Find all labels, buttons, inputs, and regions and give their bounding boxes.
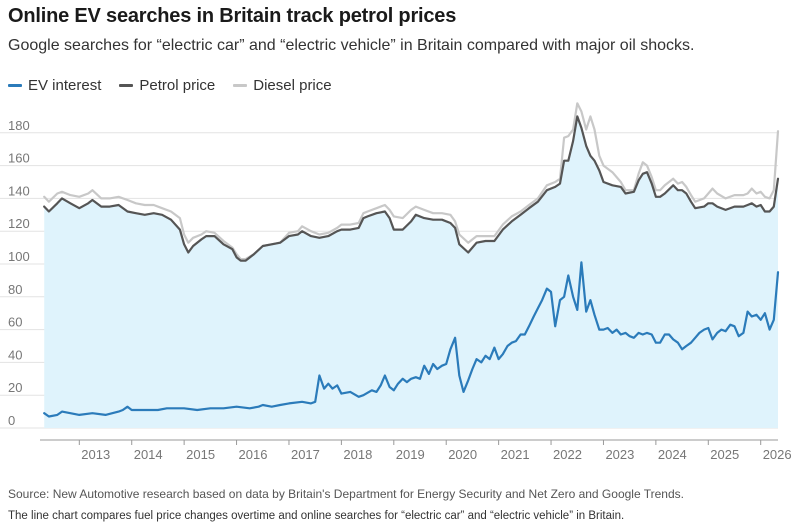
x-tick-label-2023: 2023: [605, 447, 634, 462]
x-tick-label-2013: 2013: [81, 447, 110, 462]
legend-label-petrol-price: Petrol price: [139, 77, 216, 94]
y-tick-label-120: 120: [8, 216, 30, 231]
x-tick-label-2026: 2026: [763, 447, 792, 462]
petrol-area-fill: [44, 116, 778, 429]
petrol-price-line: [43, 115, 780, 262]
legend-swatch-petrol-price: [119, 84, 134, 87]
axes: 0 20 40 60 80 100 120 140 160 180 2013 2014 2015 2016…: [8, 118, 792, 462]
series-lines: [43, 102, 780, 418]
line-chart: 0 20 40 60 80 100 120 140 160 180 2013 2014 2015 2016…: [0, 102, 792, 462]
ev-interest-line: [43, 261, 780, 418]
x-tick-label-2021: 2021: [501, 447, 530, 462]
y-tick-label-60: 60: [8, 315, 22, 330]
x-tick-label-2016: 2016: [239, 447, 268, 462]
x-tick-label-2024: 2024: [658, 447, 687, 462]
diesel-price-line: [43, 102, 780, 261]
y-tick-label-140: 140: [8, 183, 30, 198]
chart-description: The line chart compares fuel price chang…: [8, 510, 625, 522]
x-tick-label-2019: 2019: [396, 447, 425, 462]
y-tick-label-20: 20: [8, 380, 22, 395]
legend-item-ev-interest: EV interest: [8, 77, 101, 94]
x-tick-label-2022: 2022: [553, 447, 582, 462]
legend-swatch-diesel-price: [233, 84, 248, 87]
y-tick-label-160: 160: [8, 151, 30, 166]
x-tick-label-2014: 2014: [134, 447, 163, 462]
x-tick-label-2015: 2015: [186, 447, 215, 462]
x-tick-label-2018: 2018: [343, 447, 372, 462]
y-tick-label-80: 80: [8, 282, 22, 297]
y-tick-label-180: 180: [8, 118, 30, 133]
chart-title: Online EV searches in Britain track petr…: [8, 5, 457, 27]
legend-label-ev-interest: EV interest: [28, 77, 102, 94]
source-note: Source: New Automotive research based on…: [8, 487, 684, 501]
legend-item-diesel-price: Diesel price: [233, 77, 332, 94]
x-tick-label-2025: 2025: [710, 447, 739, 462]
chart-legend: EV interest Petrol price Diesel price: [8, 77, 332, 94]
x-tick-label-2017: 2017: [291, 447, 320, 462]
legend-swatch-ev-interest: [8, 84, 22, 87]
y-tick-label-40: 40: [8, 347, 22, 362]
legend-label-diesel-price: Diesel price: [253, 77, 332, 94]
petrol-price-area: [44, 116, 778, 429]
x-tick-label-2020: 2020: [448, 447, 477, 462]
legend-item-petrol-price: Petrol price: [119, 77, 215, 94]
chart-subtitle: Google searches for “electric car” and “…: [8, 37, 695, 54]
y-tick-label-100: 100: [8, 249, 30, 264]
y-tick-label-0: 0: [8, 413, 15, 428]
